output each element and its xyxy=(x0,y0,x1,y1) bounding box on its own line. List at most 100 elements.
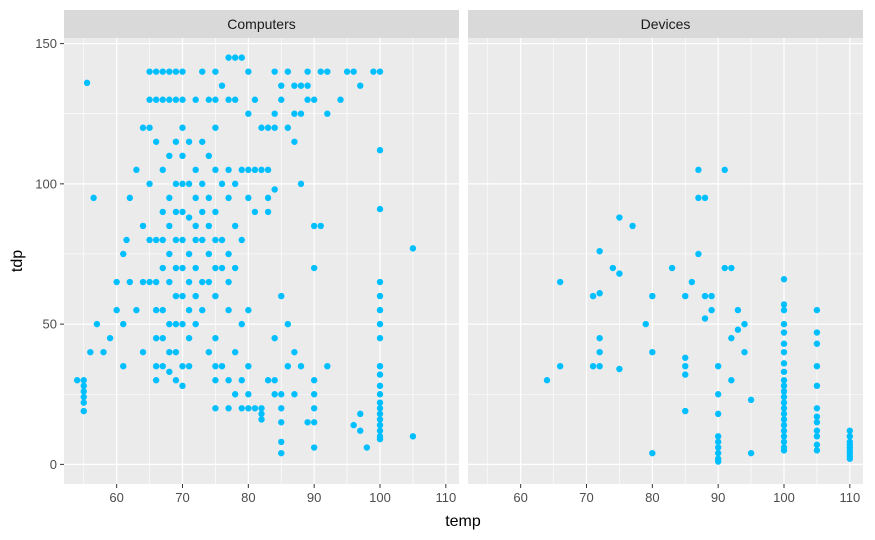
data-point xyxy=(231,222,239,230)
data-point xyxy=(212,124,219,131)
data-point xyxy=(172,377,180,384)
data-point xyxy=(543,377,551,384)
data-point xyxy=(376,147,384,154)
data-point xyxy=(172,292,180,300)
data-point xyxy=(350,421,357,429)
data-point xyxy=(172,138,180,145)
data-point xyxy=(159,68,166,75)
data-point xyxy=(780,377,788,384)
data-point xyxy=(212,377,219,384)
data-point xyxy=(734,306,742,314)
data-point xyxy=(780,329,788,336)
data-point xyxy=(747,449,755,457)
x-tick-label: 100 xyxy=(773,490,795,505)
data-point xyxy=(205,152,213,160)
x-axis-title: temp xyxy=(445,513,481,530)
data-point xyxy=(83,79,91,87)
data-point xyxy=(278,438,285,446)
data-point xyxy=(310,96,318,103)
data-point xyxy=(205,250,213,258)
data-point xyxy=(218,82,226,89)
data-point xyxy=(682,407,689,415)
data-point xyxy=(376,416,384,423)
data-point xyxy=(780,276,788,283)
data-point xyxy=(152,236,160,244)
data-point xyxy=(179,264,186,272)
data-point xyxy=(245,166,252,174)
data-point xyxy=(225,54,232,61)
data-point xyxy=(166,348,173,356)
data-point xyxy=(271,110,278,117)
data-point xyxy=(179,96,186,103)
data-point xyxy=(212,264,219,272)
data-point xyxy=(113,278,120,286)
data-point xyxy=(166,222,173,230)
data-point xyxy=(376,320,384,328)
data-point xyxy=(376,399,384,406)
data-point xyxy=(245,306,252,314)
data-point xyxy=(284,362,292,370)
data-point xyxy=(728,377,735,384)
data-point xyxy=(172,320,180,328)
data-point xyxy=(245,405,252,412)
data-point xyxy=(714,444,722,451)
data-point xyxy=(350,68,357,75)
data-point xyxy=(376,427,384,434)
strip-label-computers: Computers xyxy=(227,16,295,32)
data-point xyxy=(152,138,160,145)
data-point xyxy=(609,264,617,272)
data-point xyxy=(166,320,173,328)
data-point xyxy=(231,180,239,188)
data-point xyxy=(780,306,788,314)
data-point xyxy=(616,270,623,277)
y-axis-title: tdp xyxy=(9,250,26,272)
data-point xyxy=(146,96,153,103)
data-point xyxy=(297,110,305,117)
data-point xyxy=(185,306,193,314)
data-point xyxy=(324,68,331,75)
y-tick-label: 100 xyxy=(35,176,57,191)
data-point xyxy=(291,82,298,89)
data-point xyxy=(708,292,715,300)
data-point xyxy=(146,68,153,75)
data-point xyxy=(271,377,278,384)
data-point xyxy=(780,301,788,308)
data-point xyxy=(780,388,788,395)
data-point xyxy=(310,222,318,230)
data-point xyxy=(780,382,788,390)
data-point xyxy=(324,362,331,370)
data-point xyxy=(218,180,226,188)
data-point xyxy=(179,236,186,244)
data-point xyxy=(166,96,173,103)
data-point xyxy=(721,166,728,174)
data-point xyxy=(192,292,199,300)
data-point xyxy=(225,250,232,258)
data-point xyxy=(172,348,180,356)
data-point xyxy=(596,362,603,370)
plot-area-devices xyxy=(468,38,863,484)
data-point xyxy=(734,326,742,333)
data-point xyxy=(199,138,206,145)
data-point xyxy=(238,166,245,174)
data-point xyxy=(304,82,311,89)
data-point xyxy=(152,362,160,370)
data-point xyxy=(166,250,173,258)
data-point xyxy=(225,377,232,384)
data-point xyxy=(589,362,597,370)
x-tick-label: 110 xyxy=(435,490,456,505)
data-point xyxy=(813,419,821,426)
data-point xyxy=(185,362,193,370)
data-point xyxy=(813,405,821,412)
data-point xyxy=(284,320,292,328)
data-point xyxy=(139,222,147,230)
data-point xyxy=(291,110,298,117)
data-point xyxy=(278,82,285,89)
data-point xyxy=(80,382,87,390)
data-point xyxy=(166,68,173,75)
data-point xyxy=(714,449,722,457)
data-point xyxy=(682,371,689,378)
data-point xyxy=(80,407,87,415)
data-point xyxy=(376,405,384,412)
data-point xyxy=(166,194,173,202)
data-point xyxy=(297,180,305,188)
